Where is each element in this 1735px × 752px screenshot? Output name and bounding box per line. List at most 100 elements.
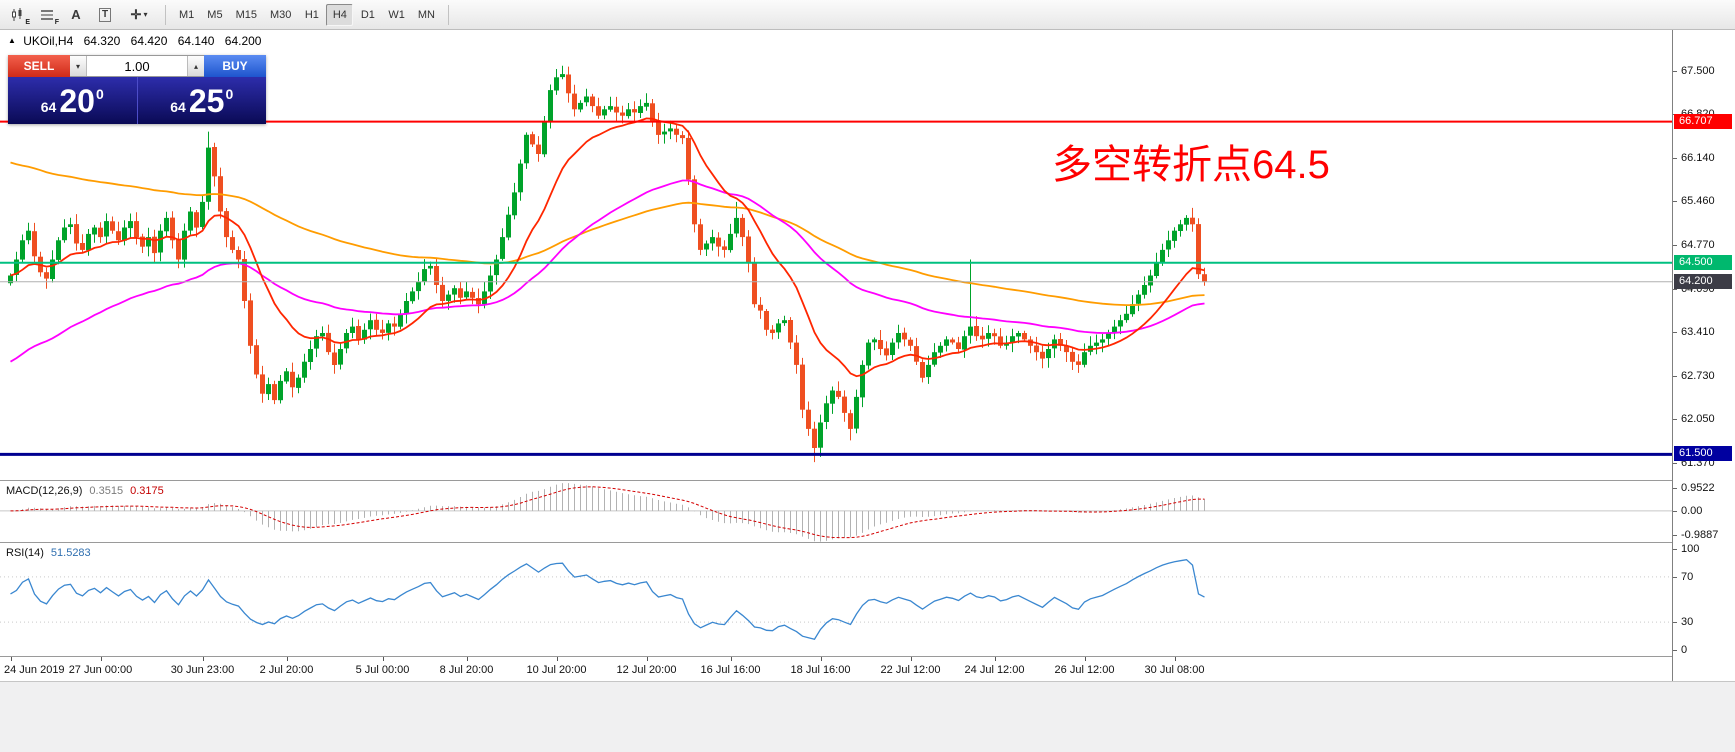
main-chart-canvas[interactable] — [0, 30, 1672, 480]
buy-button[interactable]: BUY — [204, 55, 266, 77]
volume-dropdown-icon[interactable]: ▾ — [70, 56, 87, 76]
price-badge: 66.707 — [1674, 113, 1732, 129]
toolbar: E F A T ✛ ▾ M1 M5 M15 M30 H1 H4 D1 W1 MN — [0, 0, 1735, 30]
axis-label: 66.140 — [1681, 151, 1715, 164]
volume-input[interactable]: 1.00 — [124, 58, 150, 74]
price-axis[interactable]: 67.50066.82066.14065.46064.77064.09063.4… — [1672, 30, 1735, 681]
time-axis-label: 10 Jul 20:00 — [526, 664, 587, 676]
time-tick — [910, 657, 912, 661]
axis-label: 62.730 — [1681, 369, 1715, 382]
timeframe-m1[interactable]: M1 — [179, 8, 195, 21]
macd-name: MACD(12,26,9) — [6, 485, 83, 497]
axis-tick — [1673, 535, 1677, 536]
dropdown-caret-icon[interactable]: ▾ — [143, 10, 148, 19]
axis-tick — [1673, 650, 1677, 651]
timeframe-m5[interactable]: M5 — [207, 8, 223, 21]
axis-label: 0 — [1681, 644, 1688, 656]
price-badge: 61.500 — [1674, 446, 1732, 462]
timeframe-buttons: M1 M5 M15 M30 H1 H4 D1 W1 MN — [173, 3, 441, 26]
axis-tick — [1673, 157, 1677, 159]
axis-tick — [1673, 245, 1677, 247]
axis-label: 63.410 — [1681, 326, 1715, 339]
time-tick — [820, 657, 822, 661]
rsi-value: 51.5283 — [50, 547, 91, 559]
time-tick — [286, 657, 288, 661]
price-badge: 64.500 — [1674, 254, 1732, 270]
buy-price-sup: 0 — [225, 86, 234, 102]
price-badge: 64.200 — [1674, 273, 1732, 289]
time-axis-label: 24 Jul 12:00 — [964, 664, 1025, 676]
time-axis[interactable]: 24 Jun 2019 27 Jun 00:00 30 Jun 23:00 2 Jul… — [0, 657, 1672, 681]
time-tick — [10, 657, 12, 661]
panel-separator[interactable] — [0, 480, 1735, 481]
macd-panel[interactable] — [0, 481, 1672, 542]
time-axis-label: 2 Jul 20:00 — [259, 664, 314, 676]
timeframe-mn[interactable]: MN — [417, 8, 435, 21]
time-axis-label: 30 Jul 08:00 — [1144, 664, 1205, 676]
macd-label: MACD(12,26,9) 0.3515 0.3175 — [6, 485, 164, 497]
rsi-panel[interactable] — [0, 543, 1672, 656]
timeframe-w1[interactable]: W1 — [388, 8, 405, 21]
time-tick — [730, 657, 732, 661]
text-box-glyph: T — [98, 7, 112, 22]
chart-type-icon[interactable]: E — [4, 3, 32, 27]
rsi-label: RSI(14) 51.5283 — [6, 547, 91, 559]
ohlc-low: 64.140 — [177, 34, 215, 48]
time-tick — [202, 657, 204, 661]
timeframe-h4[interactable]: H4 — [326, 3, 354, 26]
axis-tick — [1673, 510, 1677, 512]
axis-label: 70 — [1681, 570, 1694, 583]
shapes-icon[interactable]: ✛ ▾ — [120, 3, 158, 27]
ohlc-close: 64.200 — [224, 34, 262, 48]
axis-tick — [1673, 576, 1677, 578]
axis-label: -0.9887 — [1681, 529, 1719, 541]
axis-tick — [1673, 70, 1677, 72]
profiles-icon[interactable]: F — [33, 3, 61, 27]
panel-separator[interactable] — [0, 542, 1735, 543]
time-tick — [1084, 657, 1086, 661]
volume-spin-up-icon[interactable]: ▴ — [187, 56, 204, 76]
chart-annotation: 多空转折点64.5 — [1052, 143, 1330, 187]
axis-label: 0.9522 — [1681, 482, 1715, 494]
footer-strip — [0, 681, 1735, 752]
timeframe-m15[interactable]: M15 — [235, 8, 257, 21]
buy-price-pips: 25 — [188, 83, 225, 119]
time-axis-label: 24 Jun 2019 — [4, 664, 65, 676]
time-axis-label: 22 Jul 12:00 — [880, 664, 941, 676]
timeframe-h1[interactable]: H1 — [304, 8, 319, 21]
time-tick — [1174, 657, 1176, 661]
text-label-icon[interactable]: A — [62, 3, 90, 27]
time-tick — [100, 657, 102, 661]
time-tick — [994, 657, 996, 661]
axis-tick — [1673, 419, 1677, 421]
sell-button[interactable]: SELL — [8, 55, 70, 77]
one-click-trading-panel: SELL ▾ 1.00 ▴ BUY 64 20 0 64 25 0 — [8, 55, 266, 124]
sell-price[interactable]: 64 20 0 — [8, 77, 138, 124]
timeframe-m30[interactable]: M30 — [269, 8, 292, 21]
time-axis-label: 26 Jul 12:00 — [1054, 664, 1115, 676]
list-glyph — [41, 9, 53, 20]
buy-price[interactable]: 64 25 0 — [137, 77, 266, 124]
shapes-glyph: ✛ — [130, 6, 142, 22]
axis-label: 0.00 — [1681, 504, 1703, 517]
symbol-label: UKOil,H4 — [23, 34, 74, 48]
volume-control: ▾ 1.00 ▴ — [70, 55, 204, 77]
axis-label: 62.050 — [1681, 413, 1715, 426]
icon-sub-letter: E — [25, 18, 30, 26]
toolbar-separator — [165, 4, 166, 25]
buy-price-whole: 64 — [170, 99, 186, 115]
text-box-icon[interactable]: T — [91, 3, 119, 27]
candlestick-glyph — [12, 7, 22, 21]
time-tick — [646, 657, 648, 661]
axis-tick — [1673, 622, 1677, 624]
timeframe-d1[interactable]: D1 — [360, 8, 375, 21]
time-axis-label: 5 Jul 00:00 — [355, 664, 410, 676]
axis-label: 30 — [1681, 616, 1694, 629]
chart-header: ▲ UKOil,H4 64.320 64.420 64.140 64.200 — [8, 34, 261, 48]
macd-signal-value: 0.3175 — [130, 485, 164, 497]
ohlc-open: 64.320 — [83, 34, 121, 48]
axis-tick — [1673, 549, 1677, 550]
collapse-arrow-icon[interactable]: ▲ — [8, 36, 16, 45]
axis-label: 100 — [1681, 543, 1700, 555]
